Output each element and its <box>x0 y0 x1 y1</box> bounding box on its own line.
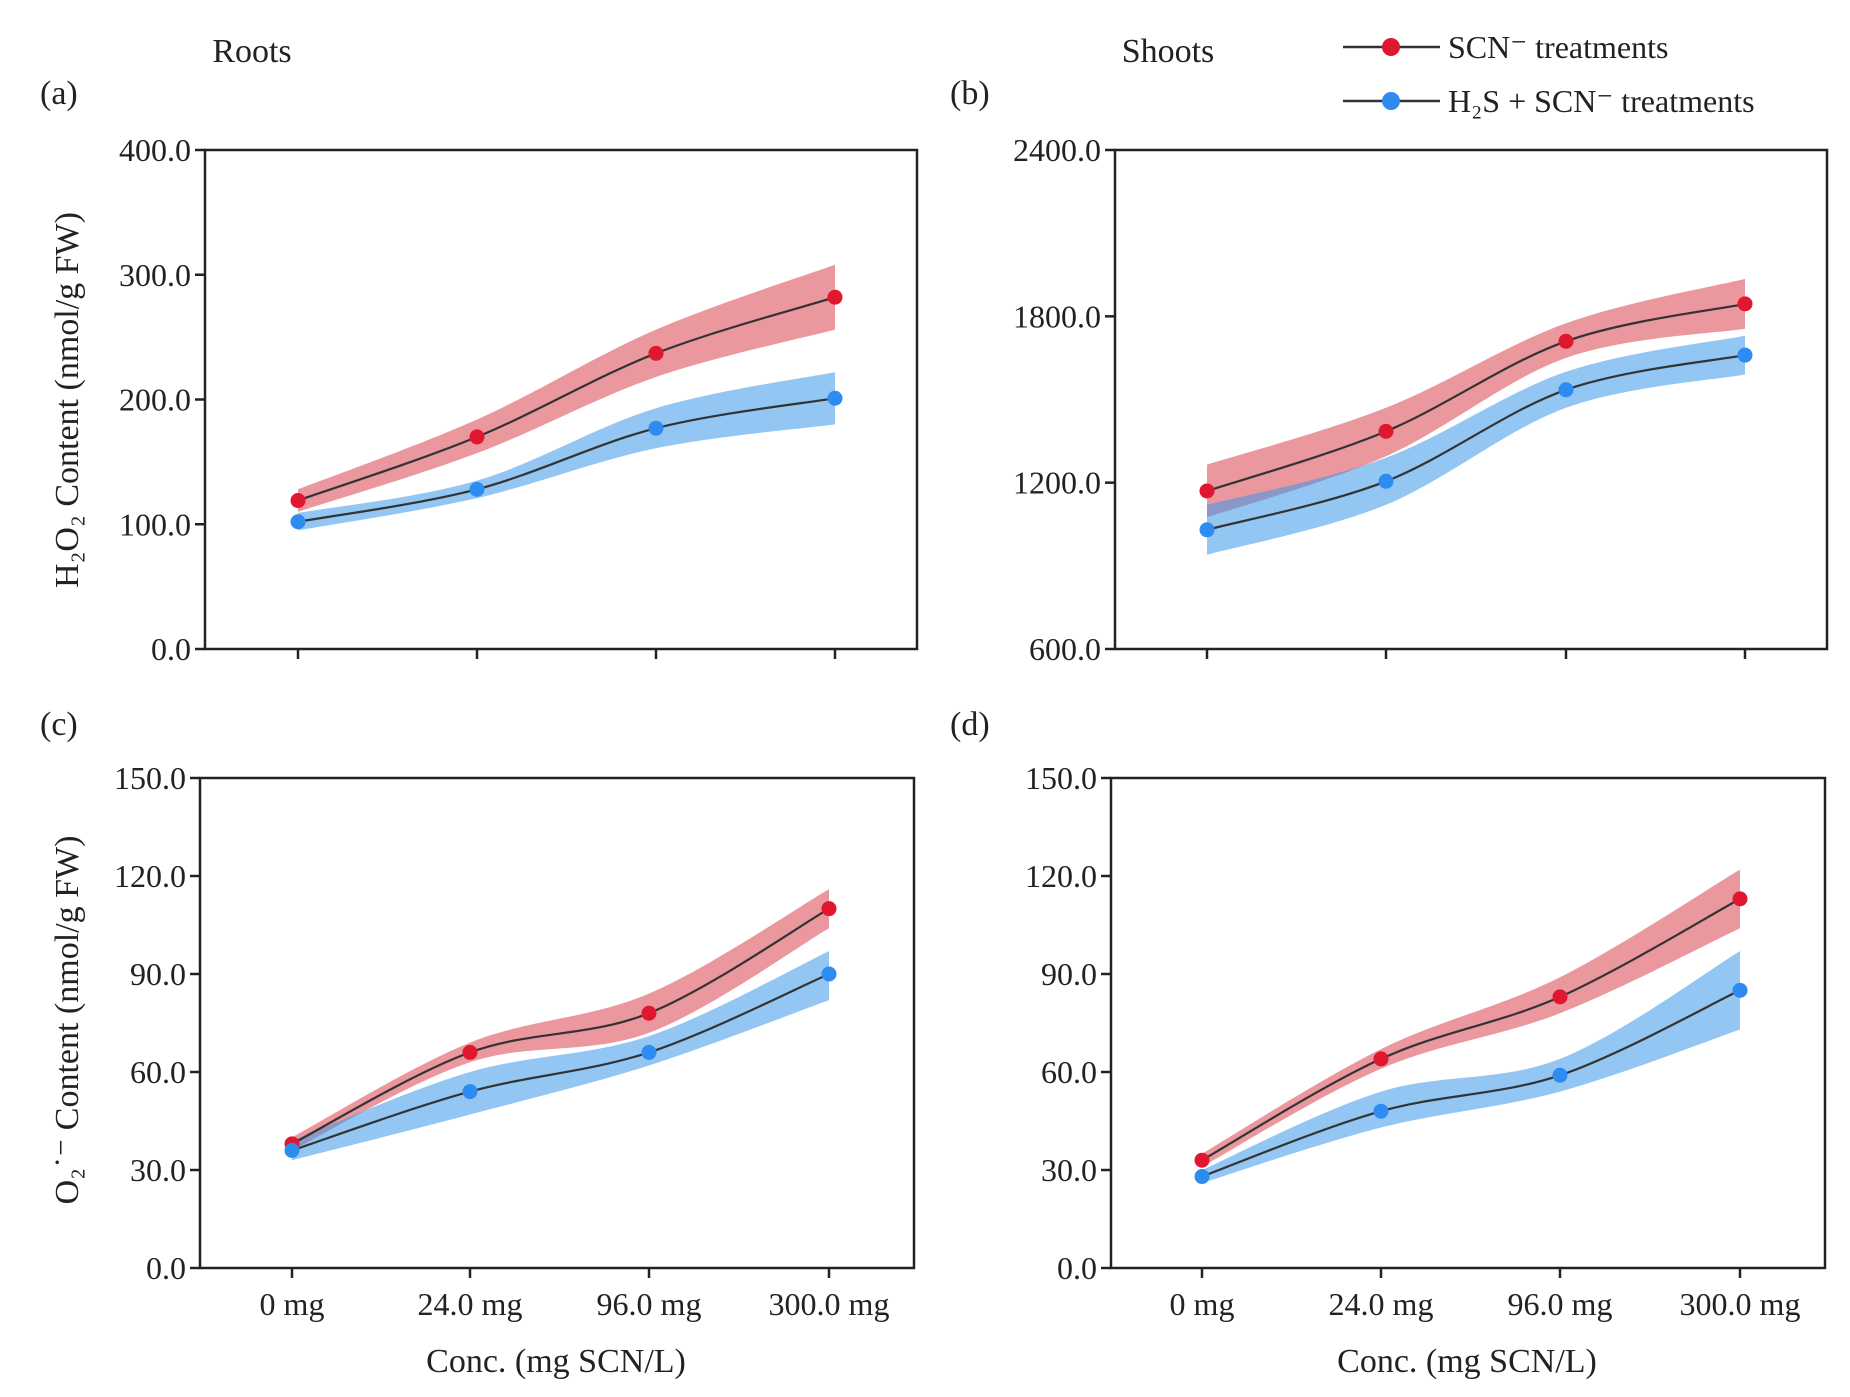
point-h2s-scn-b <box>1378 473 1394 489</box>
column-title-roots: Roots <box>212 33 291 70</box>
point-h2s-scn-a <box>290 514 306 530</box>
point-scn-d <box>1373 1051 1389 1067</box>
point-scn-b <box>1737 296 1753 312</box>
y-tick-label-c: 30.0 <box>130 1152 186 1188</box>
panel-label-a: (a) <box>40 75 78 112</box>
point-scn-d <box>1194 1152 1210 1168</box>
y-tick-label-d: 120.0 <box>1025 858 1097 894</box>
band-h2s-scn-d <box>1202 951 1740 1184</box>
series-line-h2s-scn-b <box>1206 354 1746 531</box>
point-scn-a <box>469 429 485 445</box>
point-scn-b <box>1558 333 1574 349</box>
series-line-scn-a <box>297 296 836 502</box>
y-tick-label-c: 120.0 <box>114 858 186 894</box>
band-scn-a <box>298 264 835 512</box>
y-axis-label-a: H₂O₂ Content (nmol/g FW) <box>49 212 86 588</box>
plot-area-c <box>198 776 916 1270</box>
y-tick-label-b: 1200.0 <box>1013 465 1101 501</box>
y-tick-label-a: 300.0 <box>119 257 191 293</box>
x-tick-label-d: 96.0 mg <box>1508 1286 1613 1322</box>
point-scn-d <box>1552 989 1568 1005</box>
y-tick-label-b: 1800.0 <box>1013 298 1101 334</box>
point-h2s-scn-c <box>462 1084 478 1100</box>
point-scn-c <box>641 1005 657 1021</box>
series-line-scn-d <box>1201 897 1741 1162</box>
point-scn-a <box>290 493 306 509</box>
point-h2s-scn-a <box>827 390 843 406</box>
point-h2s-scn-b <box>1199 522 1215 538</box>
y-tick-label-b: 600.0 <box>1029 631 1101 667</box>
y-tick-label-d: 150.0 <box>1025 760 1097 796</box>
point-h2s-scn-c <box>821 966 837 982</box>
point-h2s-scn-d <box>1552 1067 1568 1083</box>
band-scn-c <box>292 889 829 1151</box>
series-line-scn-b <box>1206 302 1746 493</box>
point-h2s-scn-c <box>641 1044 657 1060</box>
point-h2s-scn-c <box>284 1142 300 1158</box>
x-tick-label-d: 300.0 mg <box>1680 1286 1801 1322</box>
point-h2s-scn-b <box>1737 347 1753 363</box>
x-tick-label-c: 96.0 mg <box>597 1286 702 1322</box>
x-tick-label-c: 24.0 mg <box>418 1286 523 1322</box>
plot-area-d <box>1109 776 1827 1270</box>
panel-label-d: (d) <box>950 706 990 743</box>
y-tick-label-d: 90.0 <box>1041 956 1097 992</box>
point-h2s-scn-d <box>1194 1169 1210 1185</box>
point-scn-a <box>648 345 664 361</box>
y-tick-label-c: 90.0 <box>130 956 186 992</box>
panel-label-b: (b) <box>950 75 990 112</box>
series-line-h2s-scn-d <box>1201 989 1741 1178</box>
x-tick-label-d: 0 mg <box>1170 1286 1235 1322</box>
y-tick-label-d: 0.0 <box>1057 1250 1097 1286</box>
legend: SCN⁻ treatments H₂S + SCN⁻ treatments <box>1343 29 1755 119</box>
y-tick-label-b: 2400.0 <box>1013 132 1101 168</box>
series-line-scn-c <box>291 907 830 1145</box>
point-h2s-scn-a <box>648 420 664 436</box>
y-axis-label-c: O₂˙⁻ Content (nmol/g FW) <box>49 836 86 1205</box>
point-h2s-scn-b <box>1558 382 1574 398</box>
point-scn-d <box>1732 891 1748 907</box>
series-line-h2s-scn-c <box>291 972 830 1152</box>
point-scn-c <box>462 1044 478 1060</box>
x-tick-label-c: 300.0 mg <box>769 1286 890 1322</box>
point-scn-c <box>821 901 837 917</box>
y-tick-label-a: 200.0 <box>119 382 191 418</box>
y-tick-label-d: 30.0 <box>1041 1152 1097 1188</box>
point-scn-b <box>1378 423 1394 439</box>
point-h2s-scn-d <box>1373 1103 1389 1119</box>
band-scn-d <box>1202 869 1740 1167</box>
point-h2s-scn-d <box>1732 982 1748 998</box>
point-scn-a <box>827 289 843 305</box>
x-axis-label-c: Conc. (mg SCN/L) <box>426 1343 686 1380</box>
point-scn-b <box>1199 483 1215 499</box>
band-h2s-scn-c <box>292 951 829 1161</box>
y-tick-label-c: 60.0 <box>130 1054 186 1090</box>
y-tick-label-a: 0.0 <box>151 631 191 667</box>
band-h2s-scn-b <box>1207 335 1745 555</box>
x-tick-label-d: 24.0 mg <box>1329 1286 1434 1322</box>
band-h2s-scn-a <box>298 372 835 531</box>
legend-marker-scn <box>1382 38 1400 56</box>
legend-label-h2s-scn: H₂S + SCN⁻ treatments <box>1448 83 1755 119</box>
y-tick-label-a: 400.0 <box>119 132 191 168</box>
series-line-h2s-scn-a <box>297 397 836 523</box>
y-tick-label-d: 60.0 <box>1041 1054 1097 1090</box>
x-axis-label-d: Conc. (mg SCN/L) <box>1337 1343 1597 1380</box>
panel-label-c: (c) <box>40 706 78 743</box>
x-tick-label-c: 0 mg <box>260 1286 325 1322</box>
point-h2s-scn-a <box>469 481 485 497</box>
y-tick-label-c: 150.0 <box>114 760 186 796</box>
y-tick-label-a: 100.0 <box>119 506 191 542</box>
y-tick-label-c: 0.0 <box>146 1250 186 1286</box>
band-scn-b <box>1207 278 1745 518</box>
chart-marks: 0.0 100.0 200.0 300.0 400.0 600.0 1200.0 1800.0… <box>114 132 1800 1322</box>
plot-area-b <box>1113 148 1829 651</box>
legend-label-scn: SCN⁻ treatments <box>1448 29 1668 65</box>
column-title-shoots: Shoots <box>1122 33 1215 70</box>
legend-marker-h2s-scn <box>1382 92 1400 110</box>
